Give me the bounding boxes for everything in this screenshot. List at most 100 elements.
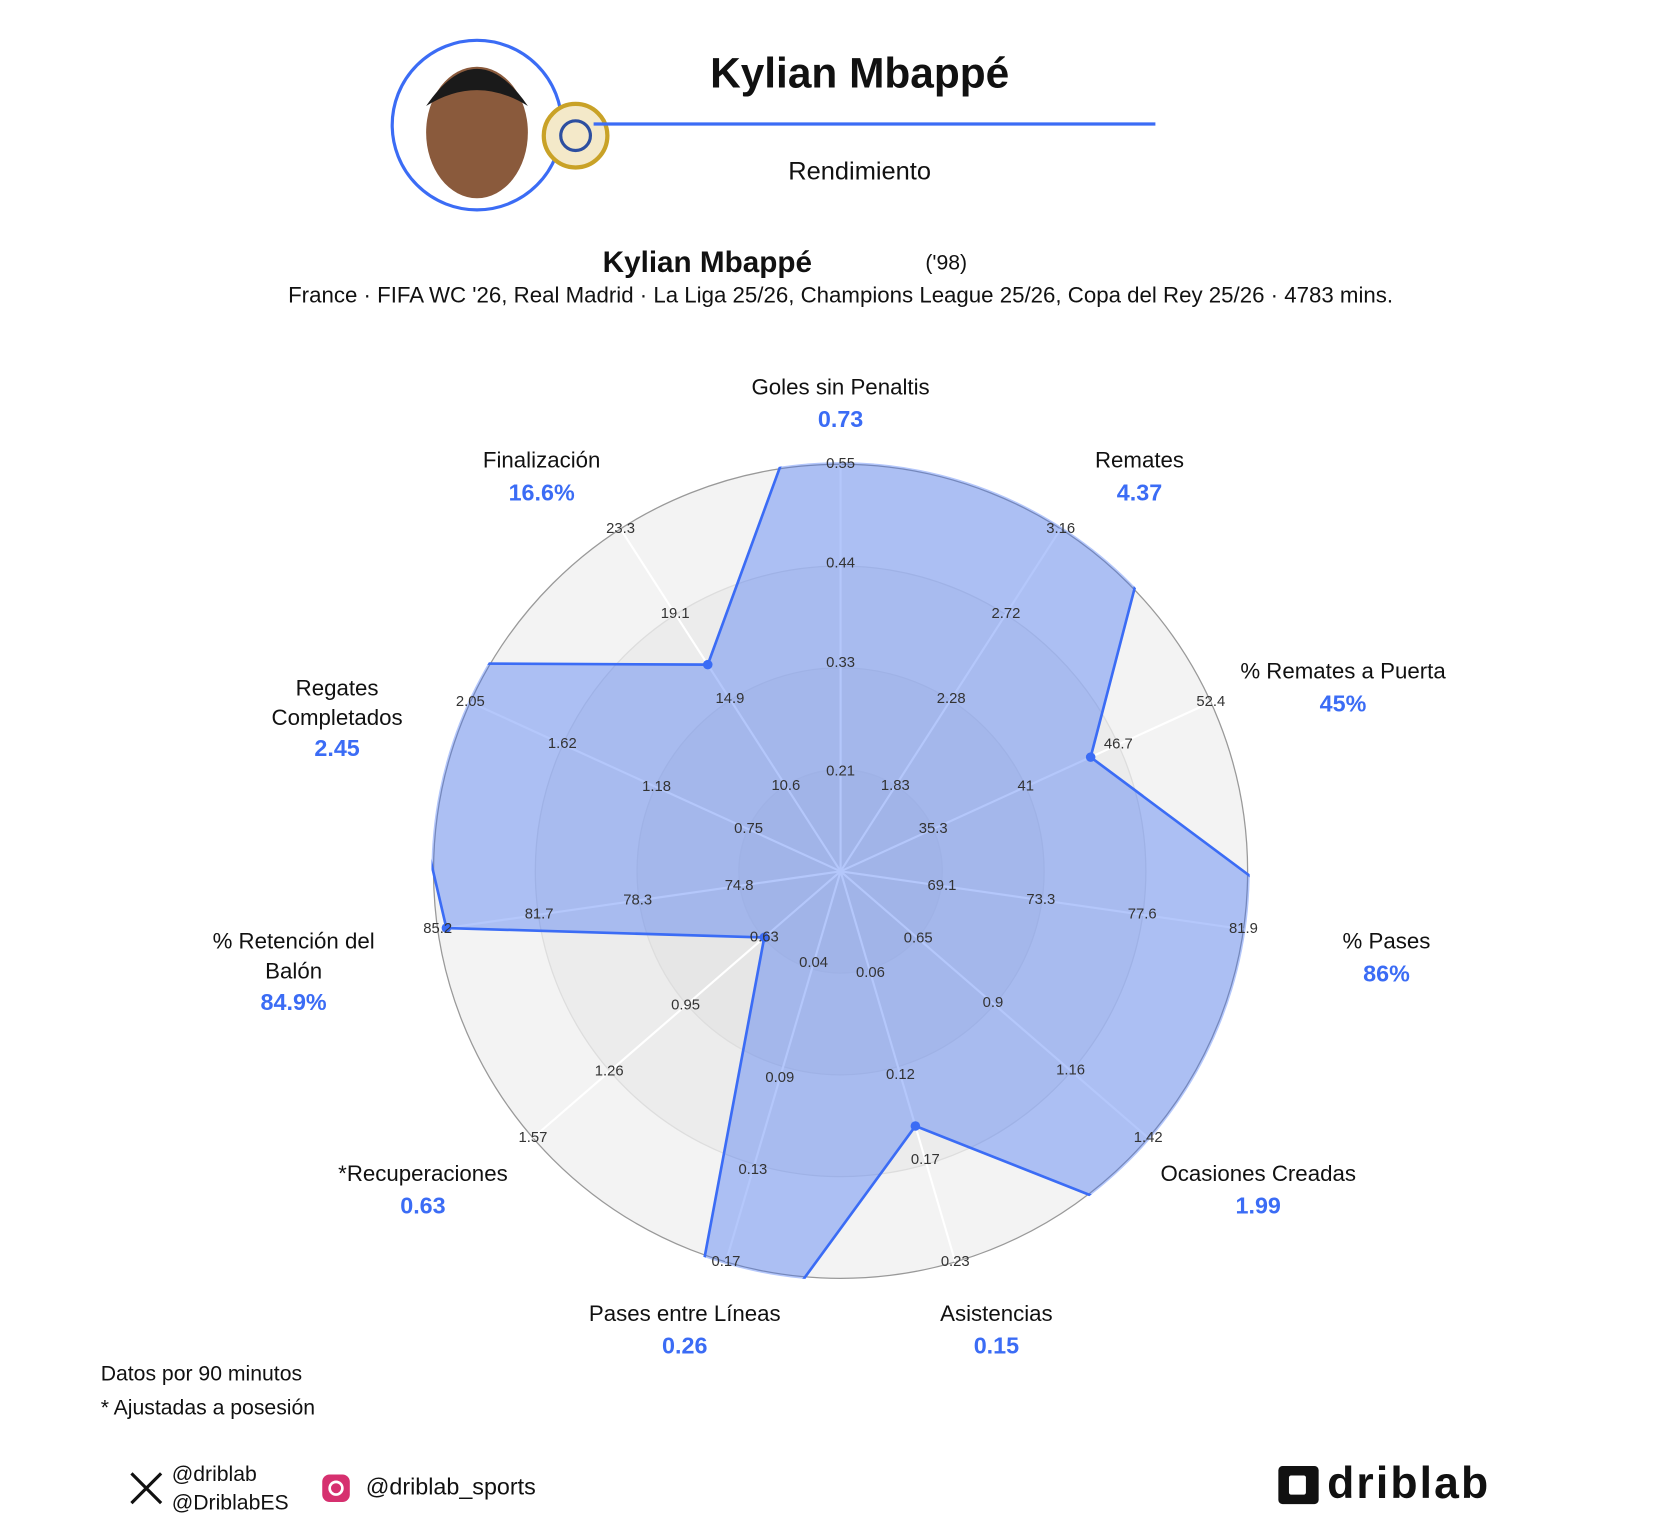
- social-x: @DriblabES: [172, 1492, 289, 1515]
- chart-title-note: ('98): [925, 252, 967, 275]
- category-label: Ocasiones Creadas: [1160, 1161, 1356, 1187]
- axis-line: [724, 871, 842, 1263]
- value-label: 4.37: [1116, 479, 1163, 506]
- r-tick-label: 85.2: [423, 921, 452, 937]
- instagram-icon: [322, 1474, 350, 1503]
- r-tick-label: 73.3: [1026, 892, 1055, 908]
- r-tick-label: 14.9: [715, 691, 744, 707]
- category-label: Asistencias: [940, 1301, 1053, 1327]
- value-label: 86%: [1363, 960, 1410, 987]
- r-tick-label: 0.63: [750, 929, 779, 945]
- r-tick-label: 77.6: [1128, 907, 1157, 923]
- category-label: % Retención del Balón: [212, 929, 375, 984]
- instagram-icon-lens: [328, 1480, 344, 1496]
- value-label: 0.63: [400, 1192, 446, 1219]
- r-tick-label: 10.6: [771, 778, 800, 794]
- value-label: 0.73: [817, 405, 864, 433]
- axis-line: [469, 701, 842, 873]
- value-label: 2.45: [314, 734, 360, 762]
- r-tick-label: 1.16: [1056, 1063, 1085, 1079]
- radar-point: [380, 658, 390, 668]
- chart-title: Kylian Mbappé: [603, 246, 812, 279]
- social-instagram: @driblab_sports: [366, 1473, 536, 1499]
- radar-point: [702, 659, 713, 670]
- axis-line: [840, 870, 1244, 931]
- r-tick-label: 1.83: [881, 778, 910, 794]
- r-tick-label: 0.65: [904, 931, 933, 947]
- r-tick-label: 1.57: [519, 1130, 548, 1146]
- category-label: Finalización: [482, 448, 601, 473]
- r-tick-label: 1.62: [548, 736, 577, 752]
- brand-logo: driblab: [1327, 1459, 1490, 1508]
- r-tick-label: 0.09: [765, 1070, 794, 1086]
- r-tick-label: 0.21: [826, 764, 855, 780]
- footnote: * Ajustadas a posesión: [101, 1396, 315, 1419]
- r-tick-label: 1.26: [595, 1064, 624, 1080]
- chart-subtitle: France · FIFA WC '26, Real Madrid · La L…: [288, 283, 1393, 308]
- r-tick-label: 81.7: [525, 907, 554, 923]
- club-badge-ring: [559, 119, 593, 153]
- header-name: Kylian Mbappé: [710, 50, 1009, 97]
- player-hair: [426, 68, 528, 106]
- r-tick-label: 0.23: [941, 1254, 970, 1270]
- r-tick-label: 0.95: [671, 998, 700, 1014]
- r-tick-label: 78.3: [623, 892, 652, 908]
- category-label: *Recuperaciones: [338, 1161, 508, 1187]
- category-label: Goles sin Penaltis: [751, 375, 930, 400]
- r-tick-label: 23.3: [606, 521, 635, 537]
- value-label: 84.9%: [260, 988, 327, 1016]
- r-tick-label: 41: [1017, 779, 1034, 795]
- r-tick-label: 0.44: [826, 556, 855, 572]
- social-x: @driblab: [172, 1463, 257, 1486]
- r-tick-label: 19.1: [661, 606, 690, 622]
- r-tick-label: 2.05: [456, 694, 485, 710]
- category-label: % Remates a Puerta: [1240, 659, 1446, 684]
- value-label: 0.15: [973, 1332, 1020, 1359]
- radar-point: [441, 923, 452, 933]
- r-tick-label: 3.16: [1046, 521, 1075, 537]
- r-tick-label: 1.18: [642, 779, 671, 795]
- r-tick-label: 0.12: [886, 1067, 915, 1083]
- radar-point: [1314, 1281, 1324, 1291]
- r-tick-label: 81.9: [1229, 921, 1258, 937]
- r-tick-label: 0.17: [911, 1152, 940, 1168]
- club-badge: [541, 101, 610, 170]
- axis-line: [840, 701, 1212, 873]
- radar-point: [660, 1464, 670, 1474]
- r-tick-label: 1.42: [1134, 1130, 1163, 1146]
- r-tick-label: 35.3: [919, 821, 948, 837]
- value-label: 16.6%: [508, 479, 575, 506]
- player-face: [426, 66, 528, 199]
- r-tick-label: 46.7: [1104, 736, 1133, 752]
- category-label: Regates Completados: [271, 676, 403, 731]
- value-label: 1.99: [1235, 1192, 1281, 1219]
- radar-point: [910, 1121, 921, 1131]
- r-tick-label: 0.17: [711, 1254, 740, 1270]
- radar-point: [1085, 752, 1096, 762]
- r-tick-label: 0.13: [738, 1162, 767, 1178]
- x-icon: [130, 1472, 163, 1505]
- axis-line: [839, 870, 1149, 1139]
- r-tick-label: 0.9: [983, 995, 1004, 1011]
- r-tick-label: 2.28: [937, 691, 966, 707]
- footnote: Datos por 90 minutos: [101, 1362, 302, 1385]
- r-tick-label: 74.8: [725, 878, 754, 894]
- r-tick-label: 52.4: [1196, 694, 1225, 710]
- value-label: 0.26: [662, 1332, 708, 1359]
- r-tick-label: 0.75: [734, 821, 763, 837]
- axis-line: [619, 528, 842, 872]
- category-label: Remates: [1094, 448, 1185, 473]
- axis-line: [839, 871, 957, 1263]
- category-label: % Pases: [1342, 929, 1431, 954]
- r-tick-label: 0.06: [856, 965, 885, 981]
- brand-mark-inner: [1288, 1475, 1306, 1495]
- r-tick-label: 0.33: [826, 655, 855, 671]
- radar-point: [759, 932, 770, 943]
- axis-line: [437, 870, 841, 931]
- header-section: Rendimiento: [788, 157, 931, 185]
- r-tick-label: 2.72: [992, 606, 1021, 622]
- r-tick-label: 0.55: [826, 456, 855, 472]
- axis-line: [839, 528, 1062, 872]
